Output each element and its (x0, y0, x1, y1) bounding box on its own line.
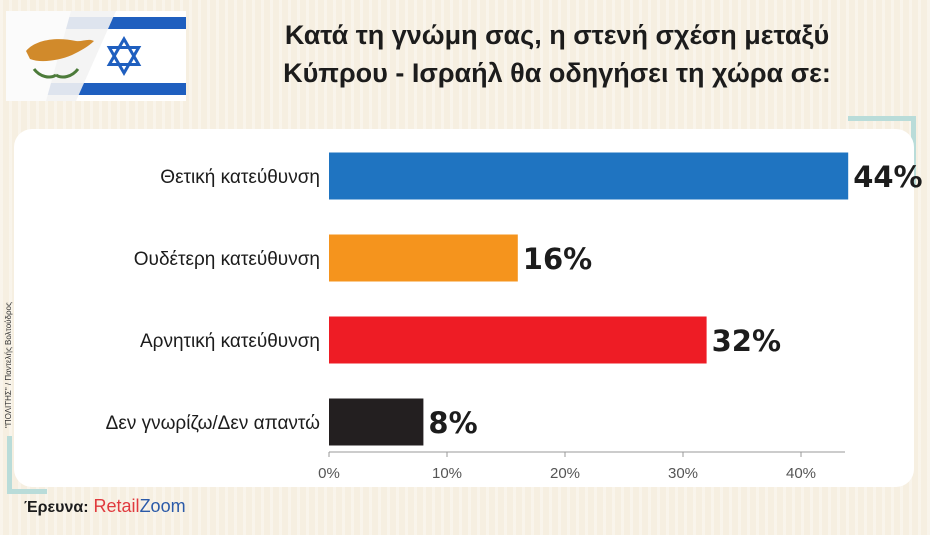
category-label-0: Θετική κατεύθυνση (160, 167, 320, 188)
photo-credit: "ΠΟΛΙΤΗΣ" / Παντελής Βολτούδρος (4, 302, 13, 428)
chart-title: Κατά τη γνώμη σας, η στενή σχέση μεταξύ … (232, 16, 882, 92)
chart-title-line-1: Κατά τη γνώμη σας, η στενή σχέση μεταξύ (284, 20, 830, 50)
category-label-3: Δεν γνωρίζω/Δεν απαντώ (106, 413, 321, 434)
bar-2 (329, 316, 707, 364)
value-label-2: 32% (712, 324, 781, 358)
x-tick-label-4: 40% (786, 465, 816, 482)
value-label-0: 44% (853, 160, 922, 194)
value-label-1: 16% (523, 242, 592, 276)
decorative-corner-bottom-left (7, 436, 47, 494)
source-label: Έρευνα: (24, 499, 89, 516)
chart-title-line-2: Κύπρου - Ισραήλ θα οδηγήσει τη χώρα σε: (283, 58, 831, 88)
x-tick-label-0: 0% (318, 465, 340, 482)
source-brand-part1: Retail (93, 496, 140, 516)
source-line: Έρευνα: RetailZoom (24, 496, 186, 517)
x-tick-label-3: 30% (668, 465, 698, 482)
value-label-3: 8% (428, 406, 477, 440)
category-label-1: Ουδέτερη κατεύθυνση (134, 249, 320, 270)
x-tick-label-2: 20% (550, 465, 580, 482)
cyprus-israel-flag-icon (6, 11, 186, 101)
bar-0 (329, 152, 849, 200)
x-tick-label-1: 10% (432, 465, 462, 482)
source-brand-part2: Zoom (139, 496, 186, 516)
category-label-2: Αρνητική κατεύθυνση (140, 331, 320, 352)
bar-1 (329, 234, 518, 282)
bar-3 (329, 398, 424, 446)
